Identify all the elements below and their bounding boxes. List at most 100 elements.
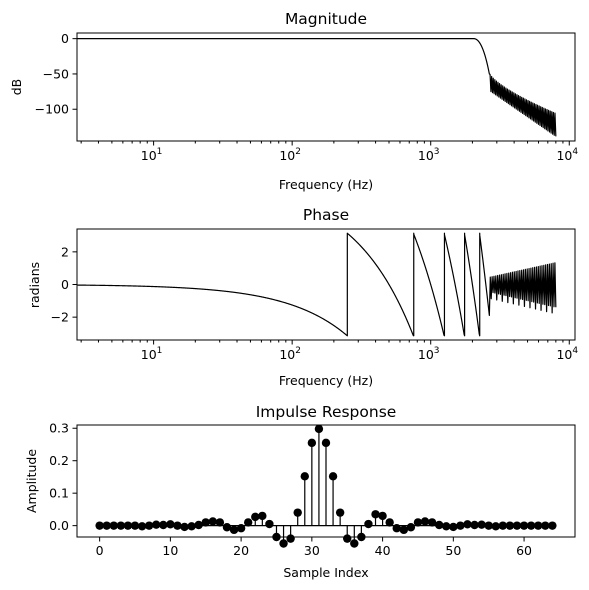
impulse-marker xyxy=(159,520,168,530)
phase-y-tick-label: −2 xyxy=(51,310,69,325)
impulse-marker xyxy=(371,510,380,519)
impulse-marker xyxy=(449,522,458,532)
impulse-marker xyxy=(123,521,133,530)
impulse-marker xyxy=(251,512,260,522)
impulse-marker xyxy=(399,525,409,535)
impulse-marker xyxy=(201,518,210,527)
phase-panel: Phase 101 102 103 104 2 0 −2 Frequency (Hz) r… xyxy=(27,206,578,388)
impulse-marker xyxy=(442,522,451,531)
impulse-marker xyxy=(328,472,338,481)
impulse-marker xyxy=(364,519,373,529)
magnitude-y-tick-label: −50 xyxy=(43,66,69,81)
impulse-marker xyxy=(498,521,508,530)
impulse-x-tick-label: 10 xyxy=(162,543,178,558)
impulse-marker xyxy=(534,521,543,530)
magnitude-x-ticks: 101 102 103 104 xyxy=(80,141,578,163)
impulse-marker xyxy=(491,522,500,531)
phase-title: Phase xyxy=(303,206,349,224)
impulse-marker xyxy=(350,539,359,548)
magnitude-axes xyxy=(76,32,576,142)
impulse-marker xyxy=(102,521,111,530)
impulse-marker xyxy=(144,521,154,530)
impulse-marker xyxy=(286,534,295,543)
impulse-x-tick-label: 0 xyxy=(96,543,104,558)
impulse-panel: Impulse Response 0 10 20 30 40 50 60 0.0 0.1 0.2… xyxy=(24,403,576,580)
impulse-marker xyxy=(392,524,401,533)
impulse-marker xyxy=(222,523,232,532)
phase-x-ticks: 101 102 103 104 xyxy=(80,340,578,362)
phase-x-tick-label: 103 xyxy=(418,346,440,362)
impulse-marker xyxy=(477,520,486,529)
magnitude-xlabel: Frequency (Hz) xyxy=(279,177,373,192)
impulse-marker xyxy=(300,472,309,481)
impulse-x-tick-label: 40 xyxy=(375,543,391,558)
impulse-marker xyxy=(307,438,317,448)
impulse-marker xyxy=(470,520,479,530)
magnitude-x-tick-label: 104 xyxy=(556,147,578,163)
phase-trace xyxy=(76,232,557,337)
impulse-marker xyxy=(406,523,416,532)
phase-x-tick-label: 101 xyxy=(141,346,163,362)
impulse-marker xyxy=(541,521,550,530)
impulse-marker xyxy=(109,521,118,530)
impulse-marker xyxy=(229,525,239,535)
impulse-x-ticks: 0 10 20 30 40 50 60 xyxy=(96,537,532,558)
impulse-x-tick-label: 60 xyxy=(516,543,532,558)
impulse-marker xyxy=(335,508,345,517)
impulse-marker xyxy=(357,532,366,542)
impulse-marker xyxy=(208,517,218,526)
impulse-marker xyxy=(116,521,126,530)
impulse-marker xyxy=(265,519,274,529)
impulse-marker xyxy=(463,520,472,529)
impulse-marker xyxy=(434,520,444,530)
impulse-title: Impulse Response xyxy=(256,403,397,421)
impulse-marker xyxy=(456,521,465,530)
impulse-marker xyxy=(187,522,196,531)
impulse-marker xyxy=(215,518,225,527)
impulse-marker xyxy=(519,521,529,530)
impulse-marker xyxy=(279,539,288,548)
impulse-marker xyxy=(484,521,493,530)
impulse-axes xyxy=(76,424,576,538)
impulse-marker xyxy=(180,522,189,532)
magnitude-panel: Magnitude 101 102 103 104 0 −50 −100 Frequenc… xyxy=(9,10,578,192)
impulse-marker xyxy=(378,511,387,521)
phase-ylabel: radians xyxy=(27,262,42,308)
impulse-marker xyxy=(548,521,557,530)
impulse-marker xyxy=(512,521,522,530)
impulse-marker xyxy=(272,532,281,542)
impulse-marker xyxy=(293,508,302,517)
impulse-marker xyxy=(505,521,515,530)
impulse-stems xyxy=(95,424,557,548)
phase-x-tick-label: 104 xyxy=(556,346,578,362)
impulse-marker xyxy=(321,438,331,448)
impulse-marker xyxy=(526,521,536,530)
magnitude-x-tick-label: 102 xyxy=(279,147,301,163)
impulse-marker xyxy=(420,517,430,526)
magnitude-ylabel: dB xyxy=(9,79,24,96)
magnitude-y-ticks: 0 −50 −100 xyxy=(35,31,77,117)
impulse-x-tick-label: 20 xyxy=(233,543,249,558)
impulse-marker xyxy=(243,518,253,527)
magnitude-trace xyxy=(77,38,557,137)
phase-y-tick-label: 2 xyxy=(61,244,69,259)
magnitude-title: Magnitude xyxy=(285,10,367,28)
impulse-marker xyxy=(173,521,182,530)
impulse-y-ticks: 0.0 0.1 0.2 0.3 xyxy=(49,421,77,533)
impulse-y-tick-label: 0.2 xyxy=(49,453,69,468)
impulse-xlabel: Sample Index xyxy=(283,565,368,580)
impulse-marker xyxy=(343,534,352,543)
impulse-marker xyxy=(385,518,394,527)
impulse-marker xyxy=(95,521,104,530)
magnitude-x-tick-label: 101 xyxy=(141,147,163,163)
impulse-x-tick-label: 50 xyxy=(445,543,461,558)
impulse-marker xyxy=(194,520,203,530)
impulse-y-tick-label: 0.0 xyxy=(49,518,69,533)
impulse-marker xyxy=(314,424,324,434)
impulse-y-tick-label: 0.3 xyxy=(49,421,69,436)
impulse-marker xyxy=(258,511,267,521)
impulse-marker xyxy=(152,520,161,529)
impulse-marker xyxy=(413,518,423,527)
